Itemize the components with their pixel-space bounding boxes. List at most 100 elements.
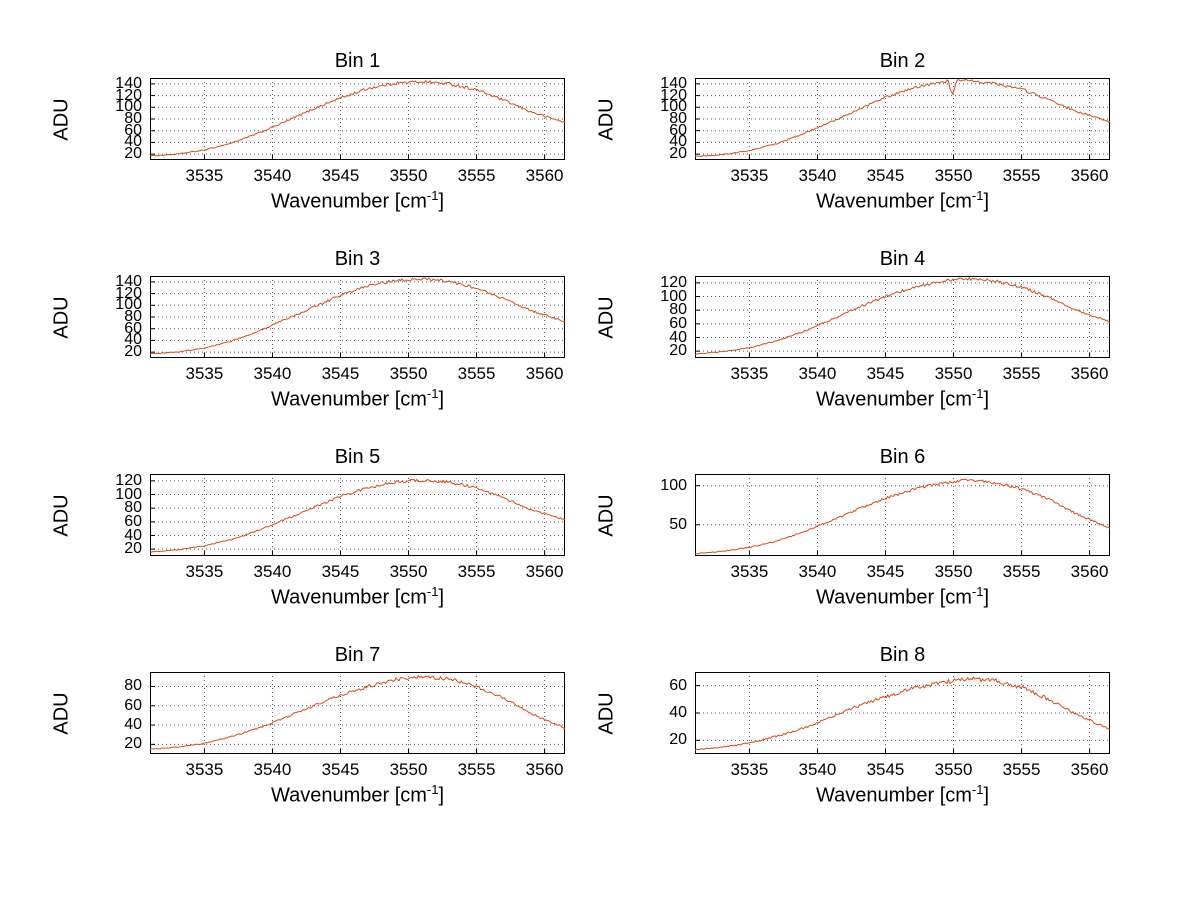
y-tick-label: 80 xyxy=(669,301,687,319)
y-tick-label: 80 xyxy=(124,677,142,695)
x-tick-label: 3560 xyxy=(525,760,564,779)
subplot-bin-5: Bin 5 ADU 20 40 60 80 100 120 3535 3540 3545 355… xyxy=(20,438,565,636)
y-tick-label: 40 xyxy=(124,133,142,151)
y-tick-label: 20 xyxy=(669,731,687,749)
x-tick-label: 3545 xyxy=(866,364,905,383)
plot-canvas xyxy=(150,474,565,556)
y-tick-label: 60 xyxy=(124,121,142,139)
y-tick-label: 40 xyxy=(669,328,687,346)
spectrum-curve xyxy=(695,276,1110,355)
x-tick-label: 3550 xyxy=(934,166,973,185)
plot-area xyxy=(695,672,1110,754)
y-tick-label: 120 xyxy=(115,471,142,489)
x-tick-label: 3550 xyxy=(389,562,428,581)
x-tick-label: 3545 xyxy=(321,562,360,581)
subplot-bin-4: Bin 4 ADU 20 40 60 80 100 120 3535 3540 3545 355… xyxy=(565,240,1110,438)
plot-canvas xyxy=(150,78,565,160)
x-tick-label: 3555 xyxy=(1002,364,1041,383)
spectrum-curve xyxy=(150,674,565,750)
x-tick-label: 3560 xyxy=(1070,760,1109,779)
x-tick-labels: 3535 3540 3545 3550 3555 3560 xyxy=(695,758,1110,778)
y-tick-label: 120 xyxy=(115,284,142,302)
y-tick-label: 20 xyxy=(669,342,687,360)
plot-area xyxy=(150,78,565,160)
y-tick-label: 80 xyxy=(124,499,142,517)
y-tick-labels: 20 40 60 80 100 120 xyxy=(643,273,691,360)
y-tick-label: 50 xyxy=(669,515,687,533)
y-axis-label: ADU xyxy=(50,493,73,537)
x-tick-labels: 3535 3540 3545 3550 3555 3560 xyxy=(150,362,565,382)
y-axis-label: ADU xyxy=(595,295,618,339)
y-tick-label: 60 xyxy=(124,696,142,714)
x-tick-label: 3540 xyxy=(253,166,292,185)
x-tick-label: 3545 xyxy=(321,364,360,383)
y-tick-label: 120 xyxy=(660,273,687,291)
figure-grid: Bin 1 ADU 20 40 60 80 100 120 140 3535 3540 3545… xyxy=(20,42,1110,834)
plot-canvas xyxy=(150,276,565,358)
x-tick-label: 3560 xyxy=(1070,166,1109,185)
plot-canvas xyxy=(695,276,1110,358)
x-tick-label: 3540 xyxy=(798,760,837,779)
x-tick-label: 3560 xyxy=(1070,364,1109,383)
x-tick-label: 3550 xyxy=(389,760,428,779)
axis-box xyxy=(150,672,565,754)
x-tick-label: 3555 xyxy=(1002,760,1041,779)
y-axis-label: ADU xyxy=(595,97,618,141)
subplot-bin-7: Bin 7 ADU 20 40 60 80 3535 3540 3545 3550 3555 3… xyxy=(20,636,565,834)
plot-area xyxy=(695,276,1110,358)
x-tick-label: 3550 xyxy=(934,760,973,779)
x-tick-label: 3560 xyxy=(525,562,564,581)
x-tick-labels: 3535 3540 3545 3550 3555 3560 xyxy=(695,362,1110,382)
axis-box xyxy=(695,78,1110,160)
x-axis-label: Wavenumber [cm-1] xyxy=(815,584,990,609)
axis-box xyxy=(150,276,565,358)
y-axis-label: ADU xyxy=(595,493,618,537)
x-tick-label: 3540 xyxy=(798,364,837,383)
x-tick-labels: 3535 3540 3545 3550 3555 3560 xyxy=(695,560,1110,580)
plot-canvas xyxy=(695,672,1110,754)
x-tick-label: 3555 xyxy=(1002,562,1041,581)
x-tick-label: 3535 xyxy=(730,562,769,581)
x-axis-label: Wavenumber [cm-1] xyxy=(815,782,990,807)
subplot-title: Bin 3 xyxy=(334,248,381,270)
x-axis-label: Wavenumber [cm-1] xyxy=(270,584,445,609)
y-tick-label: 100 xyxy=(115,296,142,314)
y-tick-label: 60 xyxy=(669,314,687,332)
spectrum-curve xyxy=(150,478,565,553)
y-tick-label: 20 xyxy=(124,735,142,753)
y-tick-label: 80 xyxy=(124,110,142,127)
x-tick-label: 3535 xyxy=(185,166,224,185)
subplot-bin-6: Bin 6 ADU 50 100 3535 3540 3545 3550 3555 3560… xyxy=(565,438,1110,636)
plot-canvas xyxy=(150,672,565,754)
y-tick-label: 120 xyxy=(115,86,142,104)
axis-box xyxy=(695,672,1110,754)
subplot-bin-3: Bin 3 ADU 20 40 60 80 100 120 140 3535 3540 3545… xyxy=(20,240,565,438)
y-tick-labels: 20 40 60 80 xyxy=(98,672,146,754)
y-tick-label: 60 xyxy=(669,121,687,139)
subplot-title: Bin 5 xyxy=(334,446,381,468)
subplot-bin-1: Bin 1 ADU 20 40 60 80 100 120 140 3535 3540 3545… xyxy=(20,42,565,240)
x-tick-label: 3545 xyxy=(866,760,905,779)
plot-area xyxy=(695,474,1110,556)
x-axis-label: Wavenumber [cm-1] xyxy=(815,188,990,213)
x-tick-label: 3545 xyxy=(866,562,905,581)
spectrum-curve xyxy=(695,78,1110,157)
plot-area xyxy=(695,78,1110,160)
x-tick-label: 3540 xyxy=(798,562,837,581)
spectrum-curve xyxy=(150,277,565,355)
x-tick-label: 3560 xyxy=(525,364,564,383)
y-tick-label: 20 xyxy=(669,145,687,163)
x-tick-label: 3555 xyxy=(457,364,496,383)
spectrum-curve xyxy=(150,79,565,157)
y-axis-label: ADU xyxy=(50,691,73,735)
x-tick-label: 3555 xyxy=(457,760,496,779)
plot-area xyxy=(150,474,565,556)
y-tick-labels: 20 40 60 80 100 120 140 xyxy=(98,272,146,359)
y-tick-label: 140 xyxy=(115,74,142,92)
y-tick-label: 100 xyxy=(660,287,687,305)
y-tick-label: 100 xyxy=(660,476,687,494)
spectrum-curve xyxy=(695,676,1110,751)
x-tick-label: 3550 xyxy=(934,562,973,581)
x-tick-label: 3545 xyxy=(321,166,360,185)
y-tick-label: 140 xyxy=(115,272,142,290)
